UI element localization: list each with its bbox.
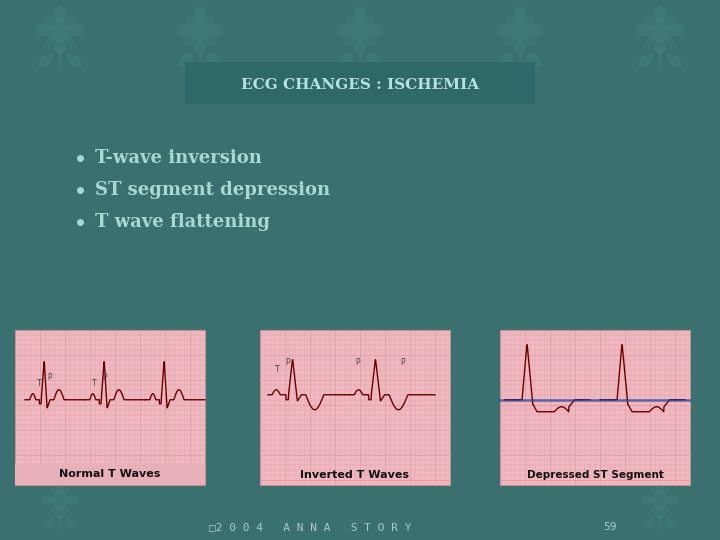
- Ellipse shape: [667, 496, 678, 504]
- Ellipse shape: [53, 491, 67, 509]
- Text: P: P: [400, 357, 405, 367]
- Text: 59: 59: [603, 522, 617, 532]
- Ellipse shape: [49, 504, 55, 511]
- Text: □2 0 0 4   A N N A   S T O R Y: □2 0 0 4 A N N A S T O R Y: [209, 522, 411, 532]
- Ellipse shape: [56, 482, 64, 493]
- FancyBboxPatch shape: [185, 62, 535, 104]
- Ellipse shape: [69, 25, 83, 35]
- Ellipse shape: [195, 39, 205, 53]
- Ellipse shape: [51, 19, 69, 41]
- Ellipse shape: [656, 482, 664, 493]
- Ellipse shape: [366, 36, 374, 44]
- Ellipse shape: [337, 25, 351, 35]
- Ellipse shape: [46, 36, 55, 44]
- Ellipse shape: [369, 25, 383, 35]
- Ellipse shape: [669, 25, 683, 35]
- Ellipse shape: [179, 54, 193, 66]
- Ellipse shape: [637, 25, 651, 35]
- Ellipse shape: [186, 36, 194, 44]
- Ellipse shape: [346, 36, 354, 44]
- Ellipse shape: [655, 39, 665, 53]
- Ellipse shape: [351, 19, 369, 41]
- Ellipse shape: [366, 16, 374, 24]
- Ellipse shape: [515, 39, 525, 53]
- FancyBboxPatch shape: [15, 330, 205, 485]
- Ellipse shape: [526, 16, 534, 24]
- Ellipse shape: [656, 507, 664, 518]
- Ellipse shape: [515, 7, 525, 21]
- Ellipse shape: [511, 19, 529, 41]
- Ellipse shape: [646, 36, 654, 44]
- Ellipse shape: [355, 7, 365, 21]
- Text: ST segment depression: ST segment depression: [95, 181, 330, 199]
- Ellipse shape: [37, 25, 51, 35]
- Ellipse shape: [497, 25, 511, 35]
- Ellipse shape: [207, 54, 220, 66]
- Text: P: P: [47, 373, 52, 382]
- FancyBboxPatch shape: [15, 463, 205, 485]
- Ellipse shape: [65, 489, 71, 496]
- Text: T-wave inversion: T-wave inversion: [95, 149, 262, 167]
- Ellipse shape: [186, 16, 194, 24]
- Ellipse shape: [649, 489, 655, 496]
- Ellipse shape: [209, 25, 223, 35]
- Text: Inverted T Waves: Inverted T Waves: [300, 470, 410, 480]
- Text: Depressed ST Segment: Depressed ST Segment: [526, 470, 663, 480]
- Ellipse shape: [665, 16, 674, 24]
- Ellipse shape: [56, 507, 64, 518]
- Ellipse shape: [68, 54, 81, 66]
- Ellipse shape: [355, 39, 365, 53]
- Ellipse shape: [195, 7, 205, 21]
- Ellipse shape: [651, 19, 669, 41]
- Ellipse shape: [46, 16, 55, 24]
- Ellipse shape: [66, 36, 74, 44]
- Text: T: T: [92, 379, 96, 388]
- Ellipse shape: [666, 519, 677, 529]
- Ellipse shape: [649, 504, 655, 511]
- Ellipse shape: [653, 491, 667, 509]
- Ellipse shape: [644, 519, 654, 529]
- Text: ECG CHANGES : ISCHEMIA: ECG CHANGES : ISCHEMIA: [241, 78, 479, 92]
- Text: T: T: [37, 379, 42, 388]
- Ellipse shape: [67, 496, 78, 504]
- Ellipse shape: [42, 496, 53, 504]
- Ellipse shape: [66, 519, 76, 529]
- Ellipse shape: [206, 36, 215, 44]
- Text: T wave flattening: T wave flattening: [95, 213, 270, 231]
- Ellipse shape: [206, 16, 215, 24]
- Text: P: P: [355, 357, 359, 367]
- Text: T: T: [275, 364, 279, 374]
- Ellipse shape: [500, 54, 513, 66]
- Ellipse shape: [665, 36, 674, 44]
- Text: Normal T Waves: Normal T Waves: [59, 469, 161, 479]
- Ellipse shape: [367, 54, 381, 66]
- Ellipse shape: [646, 16, 654, 24]
- Ellipse shape: [65, 504, 71, 511]
- Ellipse shape: [527, 54, 541, 66]
- Ellipse shape: [177, 25, 191, 35]
- Ellipse shape: [43, 519, 54, 529]
- Ellipse shape: [665, 489, 671, 496]
- Ellipse shape: [346, 16, 354, 24]
- Ellipse shape: [191, 19, 209, 41]
- Ellipse shape: [529, 25, 543, 35]
- Ellipse shape: [639, 54, 652, 66]
- Text: P: P: [285, 357, 289, 367]
- Ellipse shape: [49, 489, 55, 496]
- Ellipse shape: [339, 54, 353, 66]
- Ellipse shape: [505, 36, 514, 44]
- Ellipse shape: [505, 16, 514, 24]
- Ellipse shape: [55, 7, 65, 21]
- Ellipse shape: [55, 39, 65, 53]
- Ellipse shape: [667, 54, 680, 66]
- Ellipse shape: [665, 504, 671, 511]
- Ellipse shape: [40, 54, 53, 66]
- Ellipse shape: [642, 496, 653, 504]
- Ellipse shape: [526, 36, 534, 44]
- Ellipse shape: [66, 16, 74, 24]
- Ellipse shape: [655, 7, 665, 21]
- Text: P: P: [102, 373, 107, 382]
- FancyBboxPatch shape: [260, 330, 450, 485]
- FancyBboxPatch shape: [500, 330, 690, 485]
